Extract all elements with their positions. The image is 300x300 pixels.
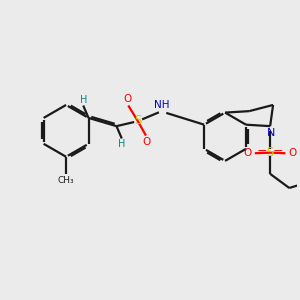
Text: N: N: [266, 128, 275, 138]
Text: =: =: [273, 146, 283, 159]
Text: O: O: [289, 148, 297, 158]
Text: H: H: [80, 94, 87, 105]
Text: =: =: [257, 146, 268, 159]
Text: O: O: [142, 137, 151, 147]
Text: S: S: [134, 114, 141, 127]
Text: NH: NH: [154, 100, 170, 110]
Text: S: S: [266, 146, 274, 159]
Text: O: O: [243, 148, 252, 158]
Text: H: H: [118, 140, 125, 149]
Text: CH₃: CH₃: [58, 176, 74, 185]
Text: O: O: [124, 94, 132, 104]
